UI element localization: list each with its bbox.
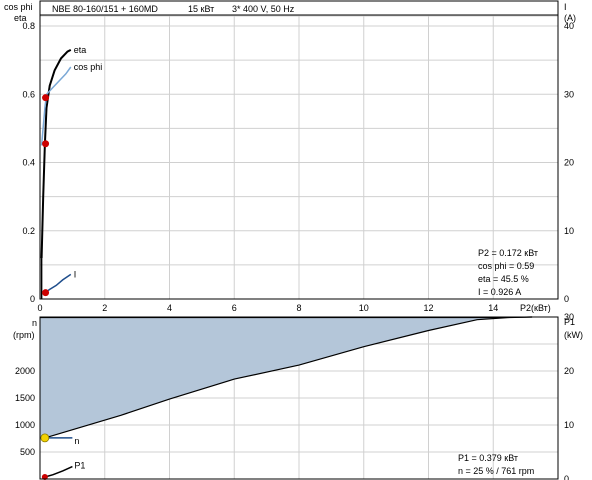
info-cosphi: cos phi = 0.59 <box>478 261 534 271</box>
upper-left-axis-label-1: cos phi <box>4 2 33 12</box>
upper-right-axis-label-2: (A) <box>564 13 576 23</box>
header-bar: NBE 80-160/151 + 160MD 15 кВт 3* 400 V, … <box>39 0 559 16</box>
lower-y2-tick-label: 10 <box>564 420 574 430</box>
info-speed: n = 25 % / 761 rpm <box>458 466 534 476</box>
header-supply: 3* 400 V, 50 Hz <box>232 4 295 14</box>
x-tick-label: 8 <box>296 303 301 313</box>
operating-point-marker <box>42 140 50 148</box>
series-eta-line <box>40 49 72 259</box>
header-power: 15 кВт <box>188 4 214 14</box>
upper-y2-tick-label: 30 <box>564 89 574 99</box>
upper-chart-ticks: 0 0.2 0.4 0.6 0.8 0 10 20 30 40 0 2 4 6 8 10 12 14 <box>22 21 574 313</box>
lower-y-tick-label: 1500 <box>15 393 35 403</box>
upper-y-tick-label: 0.8 <box>22 21 35 31</box>
series-I-line <box>44 273 72 294</box>
upper-info-box: P2 = 0.172 кВт cos phi = 0.59 eta = 45.5… <box>478 248 538 297</box>
series-n-line <box>44 316 533 439</box>
upper-y-tick-label: 0.2 <box>22 226 35 236</box>
info-current: I = 0.926 A <box>478 287 521 297</box>
lower-chart-ticks: 500 1000 1500 2000 0 10 20 30 <box>15 312 574 480</box>
operating-range-area <box>40 317 533 438</box>
lower-left-axis-label-2: (rpm) <box>13 330 35 340</box>
lower-left-axis-label-1: n <box>32 318 37 328</box>
x-tick-label: 0 <box>37 303 42 313</box>
operating-point-marker <box>42 94 50 102</box>
lower-y-tick-label: 500 <box>20 447 35 457</box>
info-eta: eta = 45.5 % <box>478 274 529 284</box>
x-tick-label: 10 <box>359 303 369 313</box>
series-cos-phi-label: cos phi <box>74 62 103 72</box>
series-eta-label: eta <box>74 45 87 55</box>
x-tick-label: 4 <box>167 303 172 313</box>
lower-y-tick-label: 2000 <box>15 366 35 376</box>
upper-y2-tick-label: 20 <box>564 158 574 168</box>
series-n-label: n <box>74 436 79 446</box>
header-title: NBE 80-160/151 + 160MD <box>52 4 158 14</box>
lower-chart-frame <box>39 316 559 480</box>
upper-chart-frame <box>39 0 559 300</box>
upper-left-axis-label-2: eta <box>14 13 27 23</box>
series-cos-phi-line <box>40 66 72 146</box>
operating-point-marker <box>41 473 48 480</box>
upper-y2-tick-label: 40 <box>564 21 574 31</box>
upper-chart-series: eta cos phi I <box>40 45 103 299</box>
upper-y2-tick-label: 0 <box>564 294 569 304</box>
operating-point-marker <box>40 433 50 443</box>
lower-y-tick-label: 1000 <box>15 420 35 430</box>
x-tick-label: 12 <box>423 303 433 313</box>
upper-y-tick-label: 0.4 <box>22 158 35 168</box>
upper-y2-tick-label: 10 <box>564 226 574 236</box>
lower-right-axis-label-1: P1 <box>564 317 575 327</box>
x-tick-label: 6 <box>232 303 237 313</box>
series-P1-label: P1 <box>74 461 85 471</box>
x-axis-label: P2(кВт) <box>520 303 551 313</box>
upper-right-axis-label-1: I <box>564 2 567 12</box>
lower-y2-tick-label: 20 <box>564 366 574 376</box>
x-tick-label: 14 <box>488 303 498 313</box>
operating-point-marker <box>42 289 50 297</box>
lower-y2-tick-label: 0 <box>564 474 569 480</box>
lower-y2-tick-label: 30 <box>564 312 574 322</box>
series-I-label: I <box>74 269 77 279</box>
upper-chart-grid <box>40 15 558 299</box>
series-P1-line <box>44 465 73 478</box>
upper-y-tick-label: 0.6 <box>22 89 35 99</box>
info-p2: P2 = 0.172 кВт <box>478 248 538 258</box>
info-p1: P1 = 0.379 кВт <box>458 453 518 463</box>
lower-info-box: P1 = 0.379 кВт n = 25 % / 761 rpm <box>458 453 534 476</box>
upper-y-tick-label: 0 <box>30 294 35 304</box>
lower-right-axis-label-2: (kW) <box>564 330 583 340</box>
x-tick-label: 2 <box>102 303 107 313</box>
